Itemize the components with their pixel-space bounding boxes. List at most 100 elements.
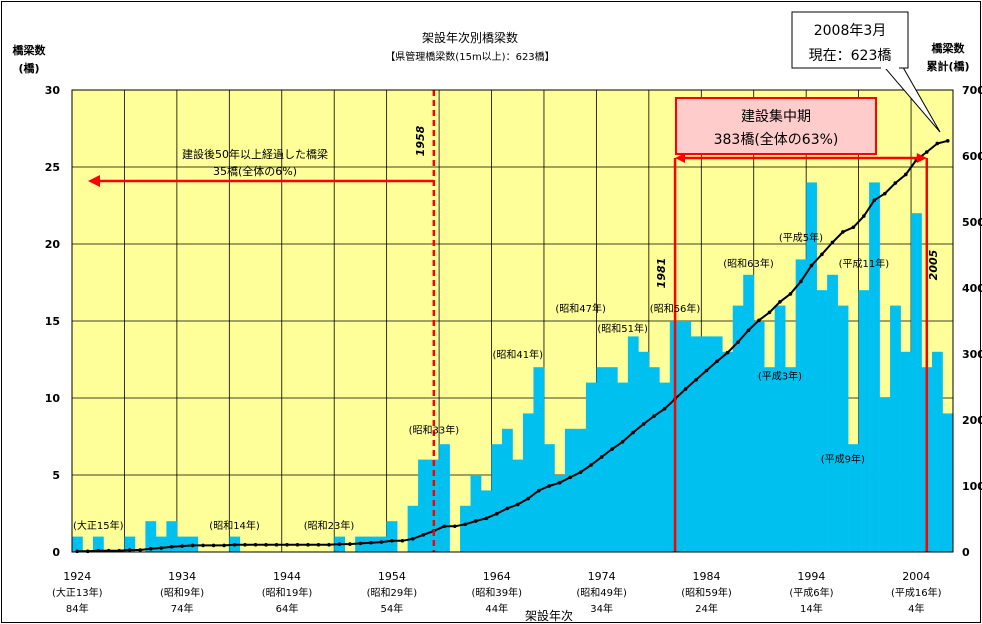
right-axis-label-line2: 累計(橋) bbox=[926, 59, 969, 73]
x-tick-era: (大正13年) bbox=[52, 586, 103, 599]
cumulative-point bbox=[641, 422, 646, 426]
cumulative-point bbox=[883, 191, 887, 196]
bar bbox=[543, 444, 555, 552]
bar bbox=[638, 351, 650, 552]
annotations: 1958 1981 2005 建設後50年以上経過した橋梁 35橋(全体の6%) 建設集中… bbox=[73, 11, 941, 532]
cumulative-point bbox=[841, 230, 845, 234]
bar bbox=[533, 367, 545, 552]
left-tick-label: 20 bbox=[45, 238, 61, 251]
left-axis-label-line2: (橋) bbox=[18, 61, 39, 75]
old-bridges-label-line1: 建設後50年以上経過した橋梁 bbox=[182, 147, 328, 161]
cumulative-point bbox=[872, 198, 877, 203]
cumulative-point bbox=[190, 543, 195, 548]
cumulative-point bbox=[400, 538, 405, 543]
cumulative-point bbox=[442, 524, 447, 529]
x-tick-year: 1944 bbox=[273, 570, 301, 583]
bar bbox=[785, 367, 796, 552]
cumulative-point bbox=[327, 542, 331, 547]
era-annotation: (平成3年) bbox=[758, 370, 802, 383]
bar bbox=[806, 182, 817, 552]
x-tick-age: 84年 bbox=[66, 602, 89, 615]
bar bbox=[732, 305, 744, 552]
x-tick-era: (平成6年) bbox=[789, 586, 833, 599]
left-tick-label: 10 bbox=[45, 392, 61, 405]
bar bbox=[627, 336, 639, 552]
bar bbox=[617, 382, 629, 552]
cumulative-point bbox=[348, 542, 352, 546]
cumulative-point bbox=[778, 300, 782, 304]
chart-subtitle: 【県管理橋梁数(15m以上)：623橋】 bbox=[385, 50, 554, 63]
right-tick-label: 0 bbox=[962, 546, 970, 559]
cumulative-point bbox=[945, 139, 950, 143]
reference-lines bbox=[88, 90, 929, 552]
cumulative-point bbox=[662, 406, 667, 411]
cumulative-point bbox=[337, 542, 342, 546]
bar bbox=[879, 398, 891, 552]
left-tick-label: 15 bbox=[45, 315, 60, 328]
cumulative-point bbox=[526, 496, 531, 501]
bar bbox=[848, 444, 859, 552]
x-tick-age: 24年 bbox=[695, 602, 718, 615]
peak-arrowhead-left bbox=[675, 153, 686, 163]
cumulative-point bbox=[369, 540, 373, 545]
bar bbox=[166, 521, 178, 552]
right-tick-label: 100 bbox=[962, 480, 982, 493]
cumulative-point bbox=[494, 511, 499, 516]
cumulative-point bbox=[515, 502, 520, 507]
cumulative-point bbox=[578, 470, 583, 474]
bar bbox=[407, 505, 419, 552]
cumulative-point bbox=[75, 549, 80, 554]
label-1958: 1958 bbox=[414, 125, 427, 156]
bar bbox=[564, 428, 576, 552]
bar bbox=[145, 521, 157, 552]
bar bbox=[376, 536, 387, 552]
x-tick-era: (昭和49年) bbox=[576, 586, 627, 599]
left-tick-label: 0 bbox=[52, 546, 60, 559]
right-tick-label: 200 bbox=[962, 414, 982, 427]
cumulative-point bbox=[631, 430, 635, 435]
right-tick-label: 300 bbox=[962, 348, 982, 361]
cumulative-point bbox=[924, 150, 929, 154]
cumulative-point bbox=[411, 537, 415, 541]
cumulative-line bbox=[75, 139, 950, 554]
bar bbox=[418, 459, 429, 552]
left-tick-label: 30 bbox=[45, 84, 61, 97]
left-tick-label: 25 bbox=[45, 161, 60, 174]
x-tick-year: 1924 bbox=[63, 570, 91, 583]
cumulative-point bbox=[379, 540, 384, 544]
era-annotation: (平成5年) bbox=[779, 231, 823, 244]
cumulative-point bbox=[316, 542, 321, 547]
cumulative-point bbox=[557, 480, 562, 485]
bar bbox=[596, 367, 608, 552]
cumulative-point bbox=[222, 543, 226, 548]
cumulative-point bbox=[862, 214, 866, 218]
cumulative-point bbox=[547, 484, 552, 488]
bar bbox=[701, 336, 713, 552]
chart-title: 架設年次別橋梁数 bbox=[422, 30, 518, 45]
cumulative-point bbox=[683, 387, 688, 391]
left-tick-label: 5 bbox=[52, 469, 60, 482]
era-annotation: (昭和47年) bbox=[555, 302, 606, 315]
x-tick-year: 1984 bbox=[693, 570, 721, 583]
x-tick-age: 64年 bbox=[276, 602, 299, 615]
cumulative-point bbox=[736, 340, 740, 344]
peak-arrowhead-right bbox=[916, 153, 927, 163]
cumulative-point bbox=[704, 368, 709, 373]
cumulative-point bbox=[473, 519, 478, 523]
x-tick-era: (昭和39年) bbox=[472, 586, 523, 599]
bar bbox=[575, 428, 587, 552]
bar bbox=[502, 428, 513, 552]
bar bbox=[711, 336, 723, 552]
era-annotation: (平成11年) bbox=[839, 257, 890, 270]
cumulative-point bbox=[599, 455, 604, 459]
right-axis-label-line1: 橋梁数 bbox=[932, 41, 966, 55]
bar bbox=[606, 367, 618, 552]
era-annotation: (昭和33年) bbox=[409, 423, 460, 436]
bar bbox=[942, 413, 954, 552]
cumulative-point bbox=[820, 252, 824, 257]
bar bbox=[753, 321, 765, 552]
era-annotation: (大正15年) bbox=[73, 519, 124, 532]
bar bbox=[764, 367, 776, 552]
label-2005: 2005 bbox=[927, 249, 940, 280]
callout-line1: 2008年3月 bbox=[814, 23, 887, 39]
